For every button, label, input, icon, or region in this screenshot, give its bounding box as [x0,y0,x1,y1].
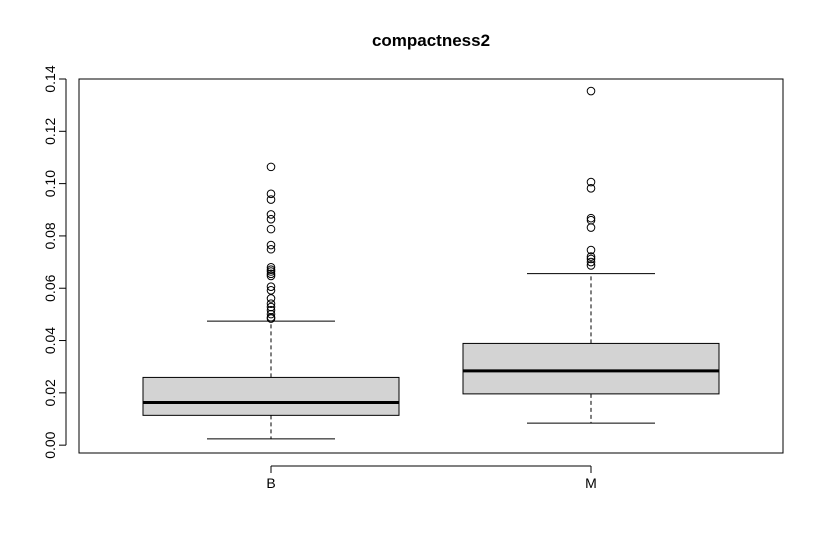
outlier-point [266,189,276,199]
outlier-point [266,286,276,295]
y-tick-label: 0.12 [42,117,58,144]
outlier-point [266,162,276,172]
box-iqr [142,376,400,416]
x-tick-label: B [266,475,275,491]
outlier-point [586,184,596,193]
outlier-point [266,224,276,234]
x-tick-label: M [585,475,597,491]
outlier-point [266,195,276,204]
y-tick-label: 0.02 [42,379,58,406]
boxes [142,86,720,440]
outlier-point [586,223,596,232]
y-tick-label: 0.04 [42,327,58,354]
outlier-point [266,263,276,272]
outlier-point [266,269,276,279]
box-B [142,162,400,440]
outlier-point [266,305,276,315]
y-tick-label: 0.06 [42,274,58,301]
outlier-point [266,240,276,250]
outlier-point [266,214,276,224]
outlier-point [586,254,596,264]
outlier-point [586,261,596,270]
outlier-point [586,177,596,187]
outlier-point [266,210,276,219]
outlier-point [266,282,276,291]
outlier-point [266,299,276,308]
box-iqr [462,342,720,395]
box-M [462,86,720,424]
outlier-point [586,252,596,261]
outlier-point [266,302,276,312]
outlier-point [266,267,276,276]
outlier-point [586,245,596,255]
y-tick-label: 0.08 [42,222,58,249]
y-tick-label: 0.10 [42,170,58,197]
outlier-point [266,314,276,323]
outlier-point [266,244,276,254]
outlier-point [266,294,276,303]
y-axis: 0.00 0.02 0.04 0.06 0.08 0.10 0.12 0.14 [42,65,67,459]
y-tick-label: 0.14 [42,65,58,92]
outlier-point [266,271,276,281]
outlier-point [586,257,596,267]
outlier-point [586,213,596,223]
outlier-point [266,309,276,319]
outlier-point [586,86,596,96]
y-tick-label: 0.00 [42,431,58,458]
plot-frame [78,78,784,454]
chart-title: compactness2 [372,31,490,50]
